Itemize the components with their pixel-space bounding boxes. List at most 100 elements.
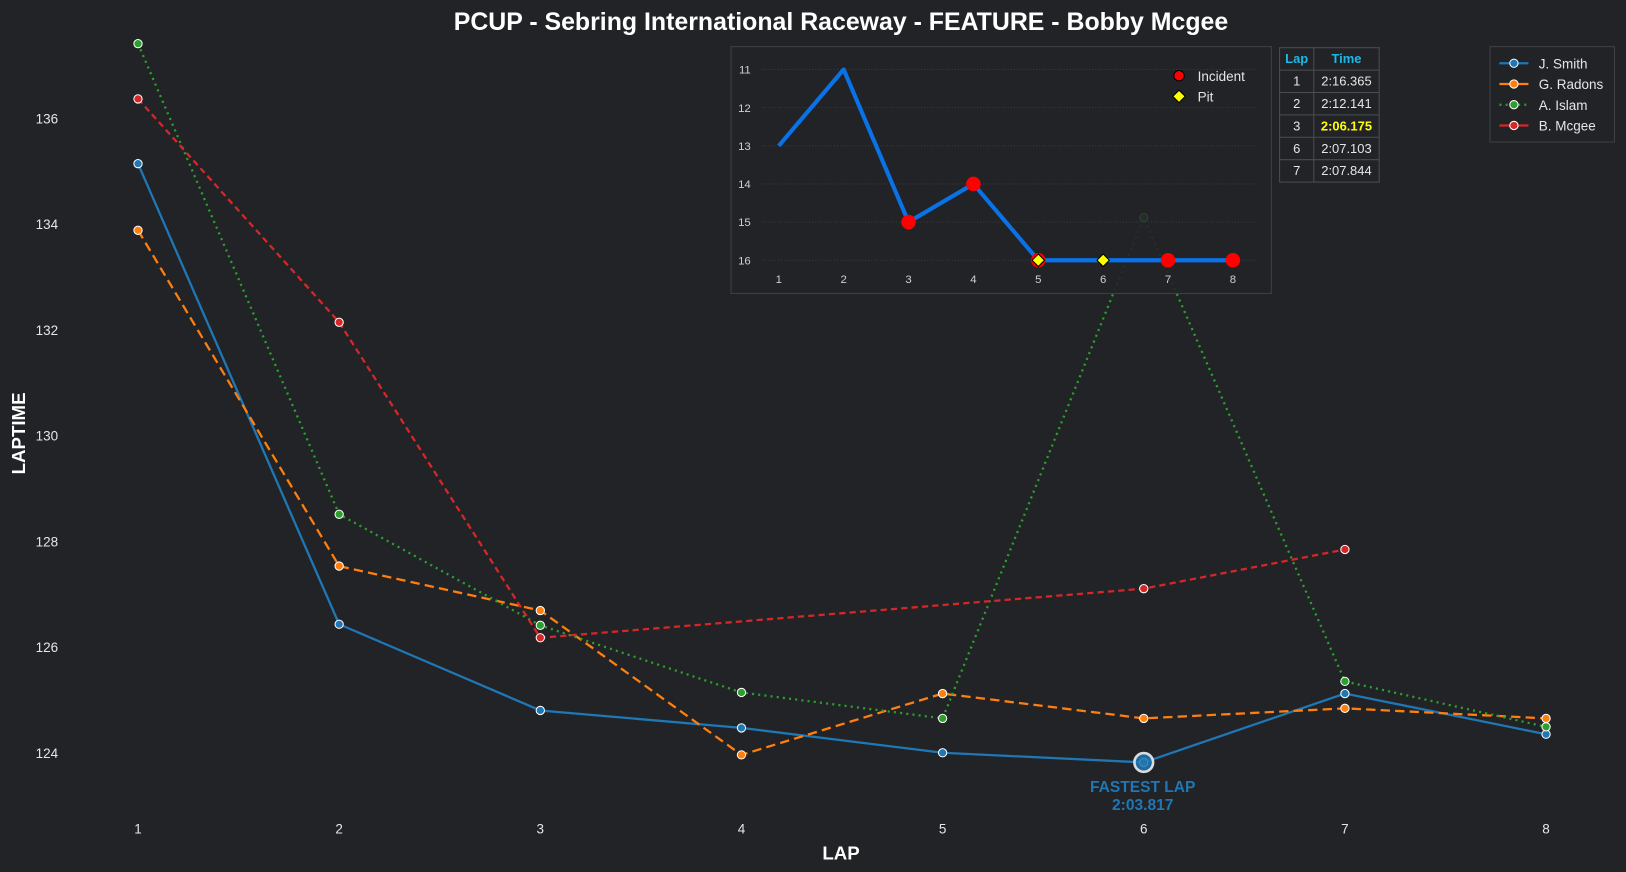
position-line (777, 67, 1233, 263)
data-point (1541, 713, 1551, 724)
incident-marker (1225, 252, 1241, 268)
data-point (1139, 584, 1149, 594)
inset-plot (777, 67, 1241, 268)
pit-legend-marker (1172, 89, 1186, 104)
data-point (736, 723, 747, 733)
y-tick-label: 128 (36, 534, 58, 549)
data-point (334, 619, 344, 629)
legend-label: A. Islam (1539, 98, 1588, 113)
inset-x-tick-label: 4 (970, 274, 976, 286)
data-point (334, 561, 344, 571)
x-tick-label: 1 (134, 822, 142, 837)
data-point (334, 317, 344, 327)
table-cell-lap: 1 (1293, 74, 1300, 89)
inset-x-tick-label: 7 (1165, 274, 1171, 286)
y-ticks: 124 126 128 130 132 134 136 (36, 111, 59, 761)
legend-marker (1509, 58, 1519, 68)
inset-x-tick-label: 6 (1100, 274, 1106, 286)
inset-y-tick-label: 16 (738, 255, 751, 267)
inset-y-tick-label: 15 (738, 217, 751, 229)
table-cell-time: 2:07.103 (1321, 141, 1371, 156)
table-header-lap: Lap (1285, 51, 1308, 66)
y-tick-label: 134 (36, 217, 59, 232)
fastest-lap-time: 2:03.817 (1112, 797, 1173, 814)
fastest-lap-annotation: FASTEST LAP 2:03.817 (1090, 751, 1195, 814)
legend-label: B. Mcgee (1539, 119, 1596, 134)
incident-marker (966, 176, 981, 192)
legend-marker (1509, 100, 1519, 110)
x-tick-label: 5 (939, 822, 947, 837)
x-tick-label: 2 (335, 822, 343, 837)
y-axis-label: LAPTIME (8, 392, 29, 474)
data-point (133, 94, 143, 104)
x-tick-label: 3 (537, 822, 545, 837)
inset-x-tick-label: 5 (1035, 274, 1041, 286)
legend: J. Smith G. Radons A. Islam B. Mcgee (1489, 46, 1616, 143)
inset-x-tick-label: 2 (840, 274, 846, 286)
series-line (136, 163, 1547, 764)
x-axis-label: LAP (822, 843, 859, 864)
pit-marker (1031, 253, 1046, 268)
table-cell-lap: 6 (1293, 141, 1300, 156)
fastest-lap-label: FASTEST LAP (1090, 779, 1195, 796)
series-line (137, 229, 1547, 757)
data-point (937, 713, 948, 724)
lap-time-table: Lap Time 1 2:16.365 2 2:12.141 3 2:06.175 6 2:07.… (1279, 47, 1380, 183)
inset-x-tick-label: 1 (776, 274, 782, 286)
table-cell-time: 2:16.365 (1321, 74, 1371, 89)
table-cell-lap: 3 (1293, 118, 1300, 133)
incident-legend-marker (1173, 69, 1185, 82)
series-g-radons (133, 225, 1551, 760)
data-point (1541, 722, 1551, 732)
table-cell-time: 2:12.141 (1321, 96, 1371, 111)
data-point (1340, 688, 1350, 699)
data-point (334, 509, 344, 519)
data-point (535, 633, 545, 643)
incident-marker (1160, 252, 1176, 268)
data-point (1340, 676, 1350, 687)
inset-frame (730, 46, 1272, 294)
inset-y-tick-label: 13 (738, 141, 751, 153)
data-point (937, 748, 948, 758)
fastest-lap-marker (1133, 751, 1155, 774)
data-point (1139, 713, 1149, 724)
y-tick-label: 126 (36, 640, 58, 655)
data-point (133, 38, 143, 49)
y-tick-label: 136 (36, 111, 58, 126)
pit-legend-label: Pit (1198, 90, 1214, 105)
x-ticks: 1 2 3 4 5 6 7 8 (134, 822, 1550, 837)
data-point (535, 605, 545, 616)
data-point (736, 687, 747, 698)
y-tick-label: 130 (36, 429, 58, 444)
series-b-mcgee (133, 94, 1350, 643)
incident-legend-label: Incident (1198, 69, 1245, 84)
legend-label: G. Radons (1539, 77, 1604, 92)
x-tick-label: 6 (1140, 822, 1148, 837)
y-tick-label: 132 (36, 323, 58, 338)
x-tick-label: 7 (1341, 822, 1349, 837)
x-tick-label: 4 (738, 822, 746, 837)
data-point (736, 750, 747, 760)
data-point (535, 705, 545, 716)
pit-marker (1096, 253, 1111, 268)
inset-x-tick-label: 8 (1230, 274, 1236, 286)
x-tick-label: 8 (1542, 822, 1550, 837)
inset-x-tick-label: 3 (905, 274, 911, 286)
series-a-islam (133, 38, 1551, 732)
inset-y-tick-label: 14 (738, 179, 751, 191)
series-lines (133, 38, 1551, 768)
chart-title: PCUP - Sebring International Raceway - F… (454, 8, 1228, 36)
legend-marker (1509, 79, 1519, 89)
data-point (1340, 703, 1350, 714)
incident-marker (901, 214, 916, 230)
legend-label: J. Smith (1539, 56, 1588, 71)
data-point (535, 620, 545, 630)
inset-y-tick-label: 11 (739, 65, 751, 77)
table-header-time: Time (1331, 51, 1361, 66)
data-point (1340, 544, 1350, 555)
data-point (133, 159, 143, 169)
data-point (133, 225, 143, 235)
